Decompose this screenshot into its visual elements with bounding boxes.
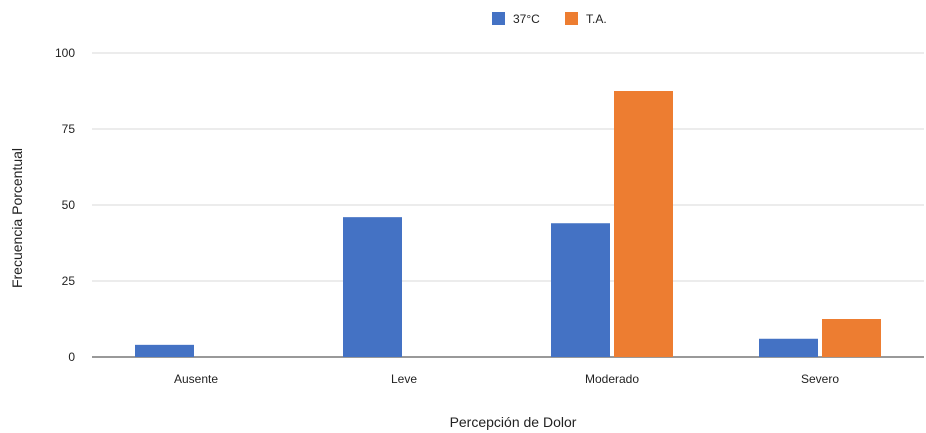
bar-severo-ta [822, 319, 881, 357]
y-axis-ticks: 0 25 50 75 100 [55, 46, 75, 364]
bars [135, 91, 881, 357]
legend-swatch [565, 12, 578, 25]
x-axis-ticks: Ausente Leve Moderado Severo [174, 372, 839, 386]
bar-severo-37c [759, 338, 818, 357]
legend-swatch [492, 12, 505, 25]
bar-moderado-37c [551, 223, 610, 357]
y-tick-label: 0 [68, 350, 75, 364]
bar-leve-37c [343, 217, 402, 357]
legend: 37°C T.A. [492, 12, 607, 26]
y-tick-label: 25 [62, 274, 76, 288]
legend-label: 37°C [513, 12, 540, 26]
x-axis-title: Percepción de Dolor [450, 414, 577, 430]
y-tick-label: 75 [62, 122, 76, 136]
y-tick-label: 50 [62, 198, 76, 212]
bar-ausente-37c [135, 344, 194, 357]
x-tick-label: Ausente [174, 372, 218, 386]
gridlines [92, 52, 924, 358]
x-tick-label: Severo [801, 372, 839, 386]
legend-label: T.A. [586, 12, 607, 26]
bar-moderado-ta [614, 91, 673, 357]
x-tick-label: Moderado [585, 372, 639, 386]
y-tick-label: 100 [55, 46, 75, 60]
y-axis-title: Frecuencia Porcentual [9, 148, 25, 288]
x-tick-label: Leve [391, 372, 417, 386]
